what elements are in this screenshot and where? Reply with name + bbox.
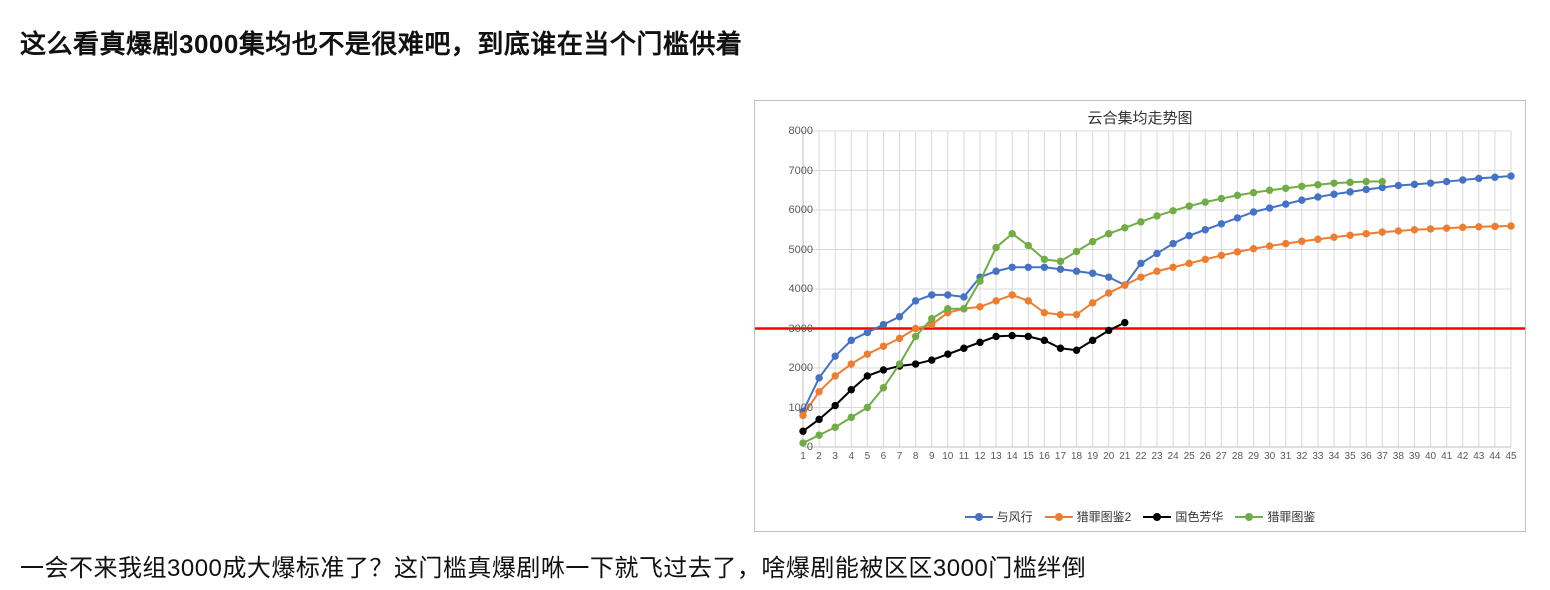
legend-label: 猎罪图鉴2 [1077, 508, 1132, 525]
x-tick: 34 [1328, 451, 1339, 462]
top-heading: 这么看真爆剧3000集均也不是很难吧，到底谁在当个门槛供着 [20, 24, 742, 61]
x-tick: 16 [1039, 451, 1050, 462]
x-tick: 14 [1007, 451, 1018, 462]
y-tick: 2000 [773, 362, 813, 374]
x-tick: 15 [1023, 451, 1034, 462]
x-tick: 36 [1361, 451, 1372, 462]
x-tick: 29 [1248, 451, 1259, 462]
y-tick: 8000 [773, 125, 813, 137]
legend-item: 与风行 [965, 508, 1033, 525]
x-tick: 13 [991, 451, 1002, 462]
x-tick: 35 [1345, 451, 1356, 462]
x-tick: 41 [1441, 451, 1452, 462]
legend-item: 猎罪图鉴2 [1045, 508, 1132, 525]
y-tick: 3000 [773, 323, 813, 335]
x-tick: 18 [1071, 451, 1082, 462]
x-tick: 19 [1087, 451, 1098, 462]
x-tick: 42 [1457, 451, 1468, 462]
y-tick: 6000 [773, 204, 813, 216]
x-tick: 25 [1184, 451, 1195, 462]
x-tick: 43 [1473, 451, 1484, 462]
x-tick: 27 [1216, 451, 1227, 462]
x-tick: 32 [1296, 451, 1307, 462]
plot-area [803, 131, 1511, 471]
x-tick: 9 [929, 451, 935, 462]
x-tick: 7 [897, 451, 903, 462]
legend-label: 国色芳华 [1175, 508, 1223, 525]
x-tick: 23 [1151, 451, 1162, 462]
x-tick: 28 [1232, 451, 1243, 462]
y-tick: 0 [773, 441, 813, 453]
chart-legend: 与风行 猎罪图鉴2 国色芳华 猎罪图鉴 [755, 508, 1525, 525]
legend-label: 猎罪图鉴 [1267, 508, 1315, 525]
x-tick: 30 [1264, 451, 1275, 462]
y-tick: 1000 [773, 402, 813, 414]
x-tick: 1 [800, 451, 806, 462]
x-tick: 17 [1055, 451, 1066, 462]
x-tick: 26 [1200, 451, 1211, 462]
chart-title: 云合集均走势图 [755, 101, 1525, 128]
trend-chart: 云合集均走势图 0 1000 2000 3000 4000 5000 6000 7000 800… [754, 100, 1526, 532]
legend-item: 国色芳华 [1143, 508, 1223, 525]
x-tick: 10 [942, 451, 953, 462]
x-tick: 45 [1505, 451, 1516, 462]
x-tick: 11 [959, 451, 969, 462]
x-tick: 31 [1280, 451, 1291, 462]
x-tick: 44 [1489, 451, 1500, 462]
y-tick: 5000 [773, 244, 813, 256]
x-tick: 38 [1393, 451, 1404, 462]
x-tick: 5 [865, 451, 871, 462]
legend-item: 猎罪图鉴 [1235, 508, 1315, 525]
x-tick: 22 [1135, 451, 1146, 462]
legend-label: 与风行 [997, 508, 1033, 525]
x-tick: 39 [1409, 451, 1420, 462]
x-tick: 33 [1312, 451, 1323, 462]
y-tick: 7000 [773, 165, 813, 177]
x-tick: 24 [1168, 451, 1179, 462]
bottom-text: 一会不来我组3000成大爆标准了？这门槛真爆剧咻一下就飞过去了，啥爆剧能被区区3… [20, 548, 1086, 583]
x-tick: 6 [881, 451, 887, 462]
y-tick: 4000 [773, 283, 813, 295]
x-tick: 40 [1425, 451, 1436, 462]
x-tick: 8 [913, 451, 919, 462]
x-tick: 21 [1119, 451, 1130, 462]
x-tick: 20 [1103, 451, 1114, 462]
x-tick: 3 [832, 451, 838, 462]
x-tick: 2 [816, 451, 822, 462]
x-tick: 37 [1377, 451, 1388, 462]
x-tick: 12 [974, 451, 985, 462]
x-tick: 4 [848, 451, 854, 462]
